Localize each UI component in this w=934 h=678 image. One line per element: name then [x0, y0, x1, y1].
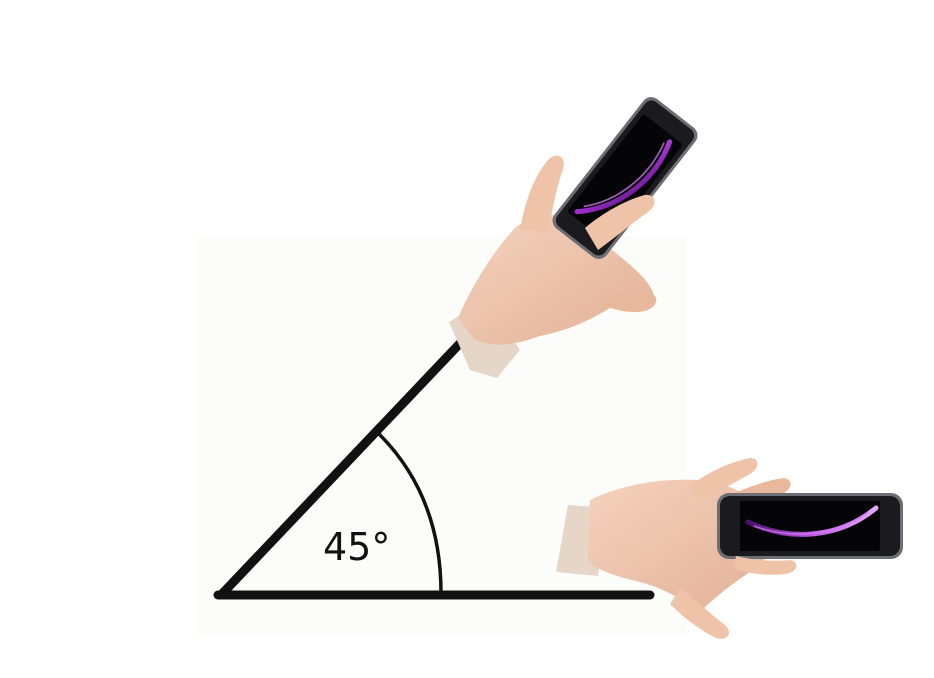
- angle-label: 45°: [323, 525, 390, 569]
- angle-arc: [377, 432, 443, 594]
- hand-holding-phone-icon: [449, 97, 698, 378]
- hand-holding-phone-icon: [556, 458, 903, 639]
- raised-arm-line: [216, 332, 471, 600]
- angle-lines: [213, 332, 655, 600]
